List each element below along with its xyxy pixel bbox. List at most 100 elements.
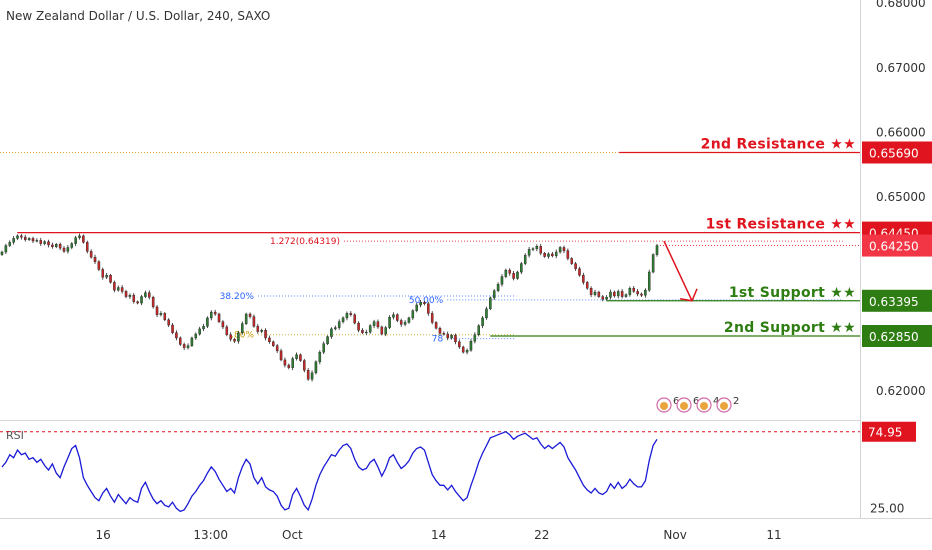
level-price-box [862, 141, 932, 164]
candle-body [597, 291, 601, 297]
candle-body [213, 311, 217, 315]
time-tick-label: 16 [96, 528, 111, 542]
candle-body [86, 242, 89, 252]
candle-body [485, 308, 488, 319]
candle-body [427, 303, 430, 314]
candle-body [562, 247, 566, 251]
candle-body [93, 256, 97, 262]
candle-body [341, 317, 345, 322]
candle-body [461, 346, 465, 353]
time-axis[interactable]: 16 13:00 Oct 14 22 Nov 11 [96, 528, 782, 542]
candle-body [128, 295, 132, 297]
candle-body [558, 247, 562, 253]
candle-body [272, 341, 275, 346]
candle-body [155, 306, 159, 315]
rsi-line [1, 430, 658, 513]
price-pane[interactable]: 1.272(0.64319) 38.20% 50.00% .80% 78 2nd Resi… [0, 136, 860, 413]
candle-body [593, 291, 597, 295]
price-tick-label: 0.62000 [876, 384, 926, 398]
candle-body [124, 291, 128, 297]
candle-body [182, 344, 186, 348]
price-axis[interactable]: 0.68000 0.67000 0.66000 0.65000 0.62000 0.656… [862, 0, 932, 515]
candle-body [295, 354, 298, 359]
candle-body [283, 359, 287, 366]
current-price-box [862, 234, 932, 257]
candle-body [357, 322, 360, 331]
candle-body [632, 287, 636, 292]
candle-body [306, 370, 310, 380]
candle-body [523, 255, 527, 264]
candle-body [392, 314, 395, 318]
rsi-pane[interactable]: RSI [0, 429, 860, 513]
candle-body [159, 313, 163, 315]
candle-body [16, 235, 19, 239]
candle-body [322, 343, 325, 353]
candle-body [415, 304, 418, 312]
candle-body [399, 320, 403, 325]
candle-body [438, 328, 442, 334]
candle-body [43, 241, 46, 244]
candle-body [613, 291, 616, 297]
candle-body [469, 340, 473, 351]
candle-body [574, 263, 577, 269]
candle-body [527, 249, 531, 256]
candle-body [202, 326, 205, 330]
candle-body [140, 296, 143, 304]
candle-body [458, 341, 461, 348]
candle-body [446, 333, 449, 339]
candle-body [35, 240, 39, 242]
candle-body [616, 291, 620, 297]
candle-body [609, 291, 612, 298]
level-price-box [862, 325, 932, 347]
candle-body [554, 251, 558, 257]
candle-body [512, 273, 515, 279]
event-flag-dot [660, 402, 668, 410]
candle-body [318, 351, 322, 363]
candle-body [78, 235, 81, 238]
candle-body [4, 245, 8, 253]
event-flag-dot [720, 402, 728, 410]
candle-body [260, 329, 263, 332]
candle-body [237, 332, 240, 342]
candle-body [148, 292, 151, 298]
candle-body [384, 327, 387, 335]
candle-body [120, 287, 124, 292]
event-count: 6 [673, 396, 679, 407]
candle-body [20, 235, 23, 238]
candle-body [388, 317, 391, 328]
candle-body [54, 244, 58, 248]
candle-body [411, 310, 415, 319]
level-price-label: 0.65690 [869, 146, 919, 160]
candle-body [605, 297, 608, 300]
candle-body [372, 321, 376, 326]
candle-body [47, 241, 50, 246]
level-name-label: 1st Support ★★ [729, 285, 856, 301]
candle-body [547, 253, 550, 257]
candle-body [8, 242, 12, 246]
candle-body [144, 292, 147, 297]
candle-body [70, 243, 74, 248]
candle-body [450, 335, 453, 339]
candle-body [194, 333, 198, 339]
candle-body [23, 236, 27, 240]
candle-body [636, 291, 639, 295]
candle-body [644, 289, 647, 296]
candle-body [136, 301, 139, 304]
time-tick-label: 11 [766, 528, 781, 542]
candle-body [171, 324, 174, 333]
time-tick-label: 22 [534, 528, 549, 542]
candle-body [500, 276, 504, 285]
candle-body [117, 287, 120, 291]
event-count: 2 [733, 396, 739, 407]
candle-body [326, 336, 329, 344]
candle-body [570, 258, 573, 264]
candle-body [163, 313, 167, 321]
candle-body [244, 313, 248, 324]
candle-body [655, 245, 659, 255]
candle-body [473, 334, 477, 342]
candle-body [101, 269, 105, 278]
candle-body [175, 332, 178, 339]
candle-body [403, 322, 407, 325]
candle-body [217, 313, 221, 322]
